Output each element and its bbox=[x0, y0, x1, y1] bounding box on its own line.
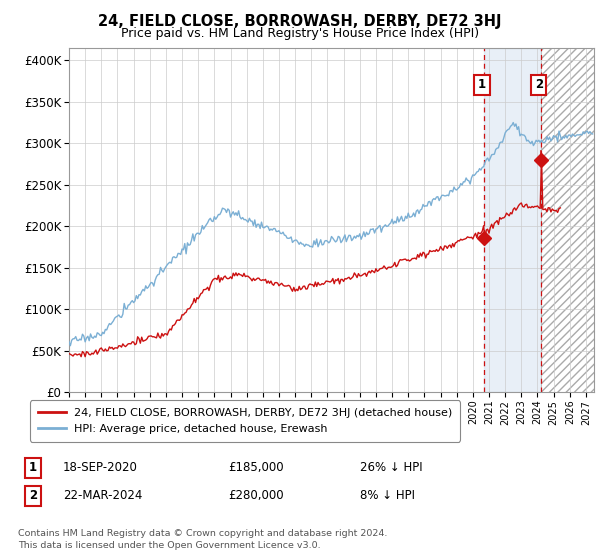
Text: 1: 1 bbox=[478, 78, 486, 91]
Text: Contains HM Land Registry data © Crown copyright and database right 2024.
This d: Contains HM Land Registry data © Crown c… bbox=[18, 529, 388, 550]
Text: 26% ↓ HPI: 26% ↓ HPI bbox=[360, 461, 422, 474]
Text: 2: 2 bbox=[29, 489, 37, 502]
Bar bbox=[484, 48, 541, 392]
Text: 8% ↓ HPI: 8% ↓ HPI bbox=[360, 489, 415, 502]
Text: 1: 1 bbox=[29, 461, 37, 474]
Text: 18-SEP-2020: 18-SEP-2020 bbox=[63, 461, 138, 474]
Text: 22-MAR-2024: 22-MAR-2024 bbox=[63, 489, 142, 502]
Text: 2: 2 bbox=[535, 78, 543, 91]
Legend: 24, FIELD CLOSE, BORROWASH, DERBY, DE72 3HJ (detached house), HPI: Average price: 24, FIELD CLOSE, BORROWASH, DERBY, DE72 … bbox=[30, 400, 460, 441]
Text: £280,000: £280,000 bbox=[228, 489, 284, 502]
Text: £185,000: £185,000 bbox=[228, 461, 284, 474]
Text: 24, FIELD CLOSE, BORROWASH, DERBY, DE72 3HJ: 24, FIELD CLOSE, BORROWASH, DERBY, DE72 … bbox=[98, 14, 502, 29]
Text: Price paid vs. HM Land Registry's House Price Index (HPI): Price paid vs. HM Land Registry's House … bbox=[121, 27, 479, 40]
